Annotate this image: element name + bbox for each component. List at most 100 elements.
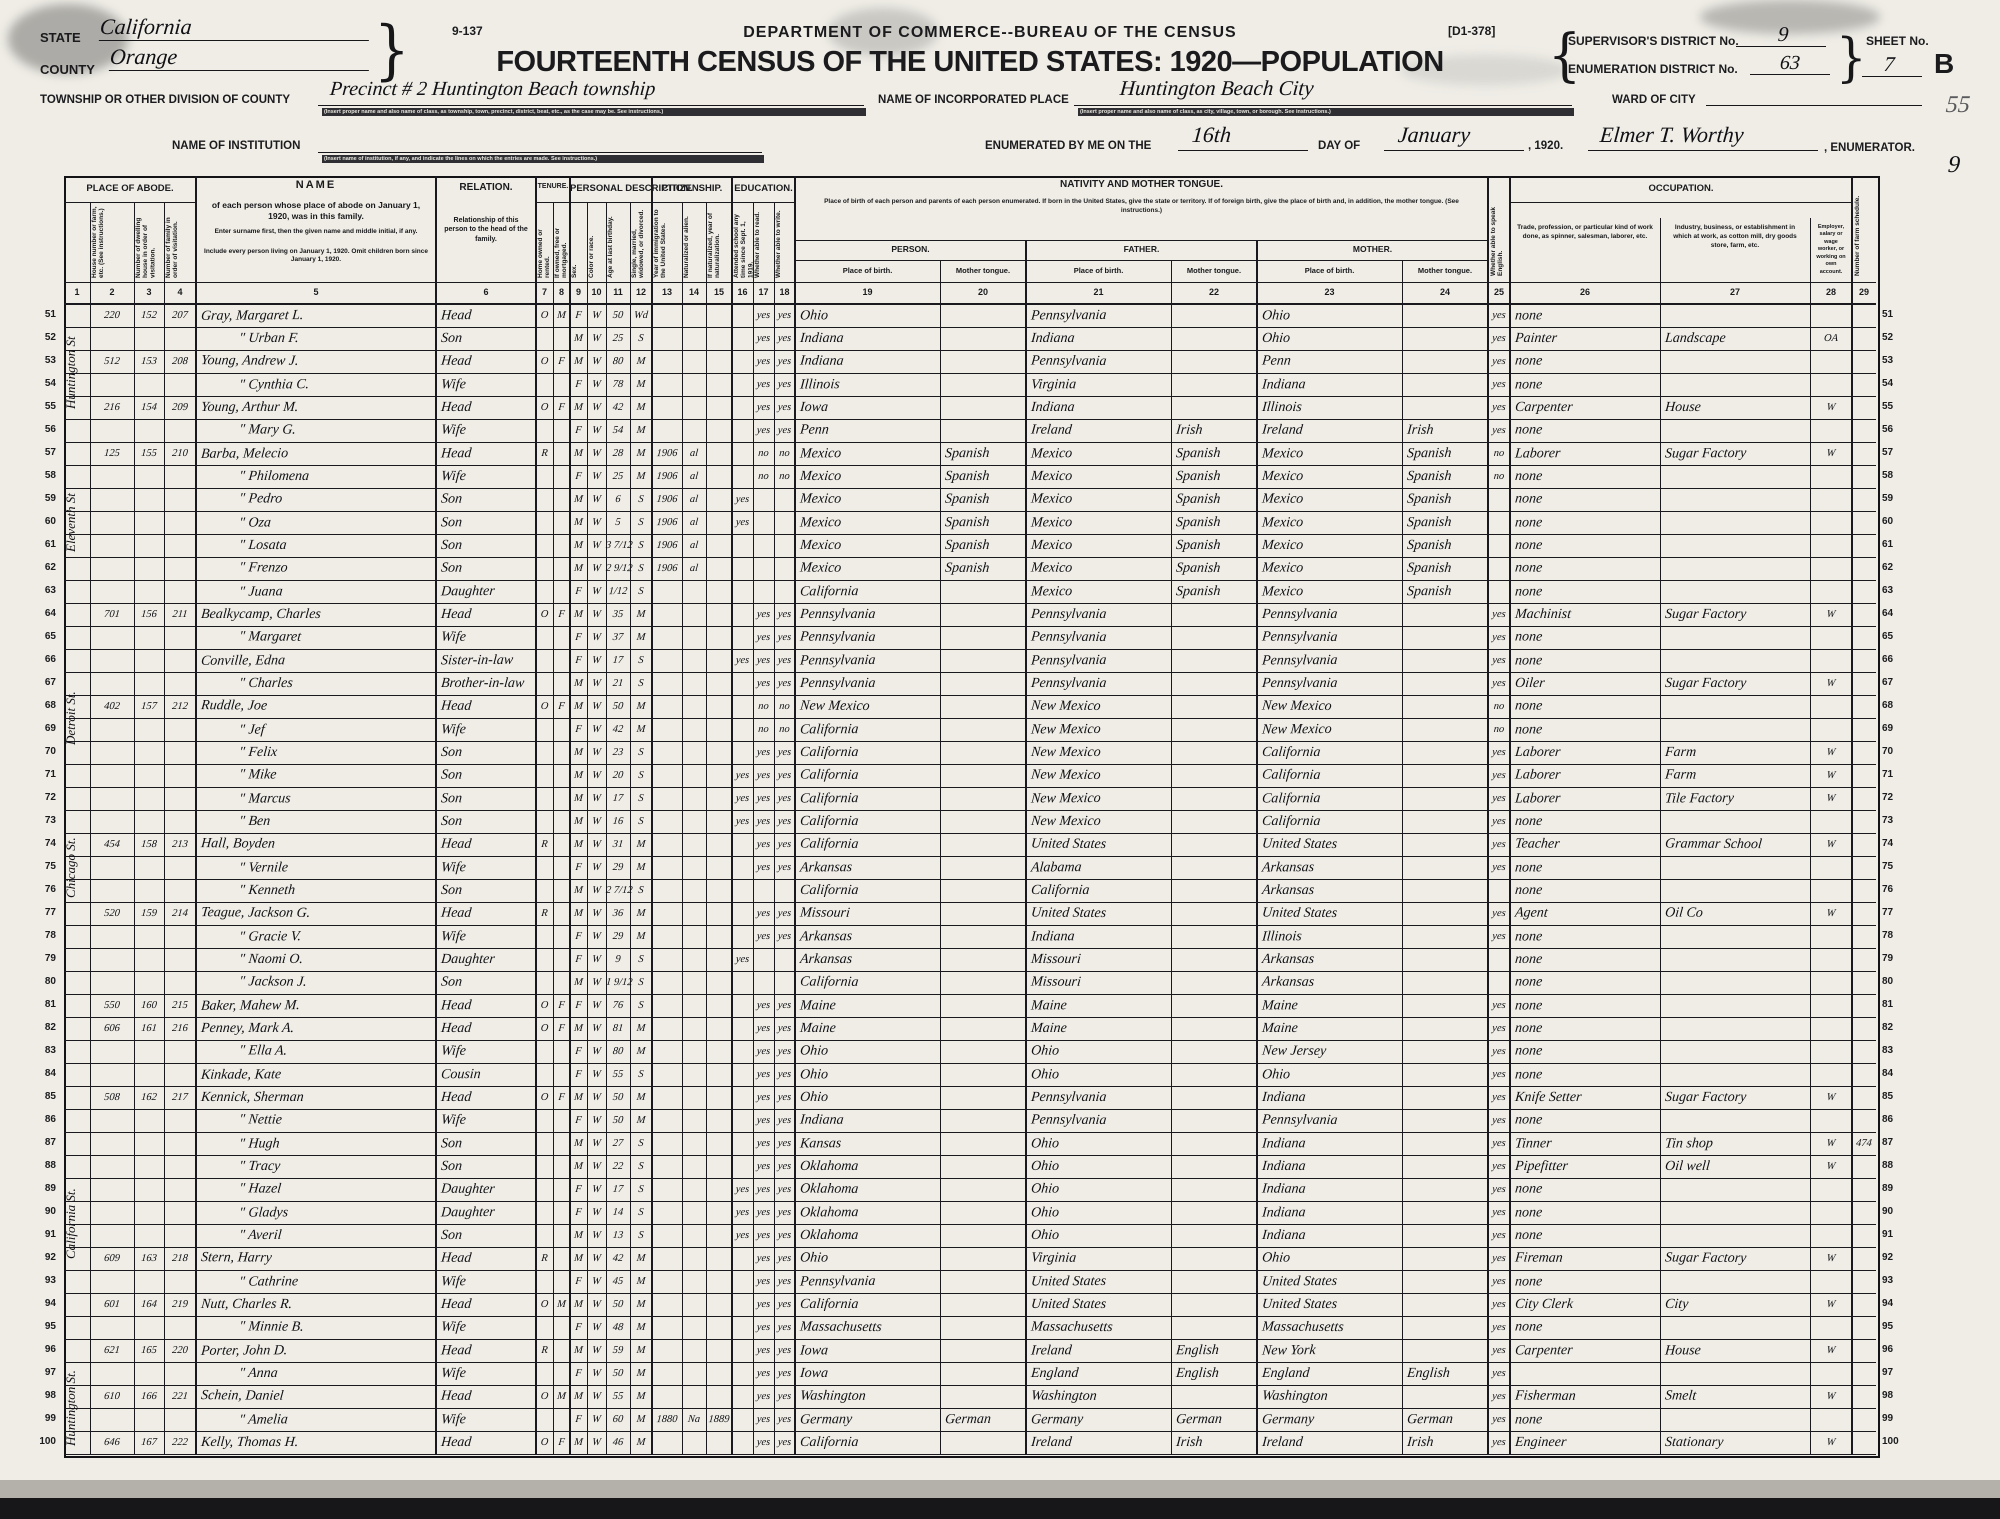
cell-house: 621 [103, 1344, 121, 1357]
cell-mar: S [637, 333, 645, 344]
line-number-left: 89 [44, 1183, 56, 1194]
line-number-right: 90 [1882, 1206, 1894, 1217]
cell-fpob: Indiana [1030, 400, 1076, 415]
cell-age: 27 [612, 1137, 624, 1150]
cell-trade: none [1514, 1112, 1544, 1128]
line-number-right: 55 [1882, 401, 1894, 412]
cell-read: no [757, 447, 770, 460]
cell-fam: 215 [171, 999, 189, 1012]
column-desc-dwell: Number of dwelling house in order of vis… [135, 217, 157, 278]
group-title: EDUCATION. [734, 183, 793, 194]
cell-sex: F [574, 1183, 583, 1196]
cell-mar: M [636, 1299, 646, 1310]
line-number-left: 78 [44, 930, 56, 941]
cell-write: yes [777, 309, 792, 322]
cell-eng: yes [1491, 333, 1507, 344]
cell-rel: Son [440, 1136, 463, 1152]
column-number: 21 [1093, 287, 1104, 297]
column-desc-sch: Attended school any time since Sept. 1, … [733, 214, 755, 278]
cell-fpob: New Mexico [1030, 791, 1102, 807]
cell-imm: 1880 [656, 1413, 678, 1426]
institution-underline [318, 152, 762, 153]
cell-sex: M [573, 769, 584, 782]
cell-emp: W [1826, 609, 1836, 620]
supervisors-district-label: SUPERVISOR'S DISTRICT No. [1568, 34, 1739, 48]
cell-age: 81 [612, 1023, 624, 1034]
cell-name: " Naomi O. [238, 952, 304, 967]
cell-pob: California [799, 584, 859, 600]
cell-read: yes [756, 309, 771, 322]
cell-eng: yes [1491, 1230, 1507, 1241]
street-label: Huntington St [63, 336, 78, 410]
subgroup-title: MOTHER. [1352, 244, 1393, 254]
line-number-left: 62 [44, 562, 56, 573]
cell-mar: M [636, 1390, 646, 1403]
line-number-left: 68 [44, 700, 56, 711]
cell-read: yes [756, 1390, 771, 1403]
cell-pob: Pennsylvania [799, 629, 877, 646]
cell-tng: German [944, 1411, 992, 1428]
cell-trade: none [1514, 469, 1543, 484]
cell-dwell: 162 [140, 1092, 158, 1103]
cell-write: yes [777, 424, 792, 437]
cell-race: W [591, 378, 602, 391]
cell-trade: Laborer [1514, 767, 1562, 783]
cell-eng: yes [1491, 999, 1507, 1012]
cell-emp: W [1826, 769, 1836, 782]
line-number-right: 64 [1882, 608, 1894, 619]
cell-emp: W [1826, 1299, 1836, 1310]
line-number-right: 89 [1882, 1183, 1894, 1194]
cell-house: 220 [103, 309, 121, 322]
cell-sex: F [574, 1206, 583, 1219]
cell-imm: 1906 [656, 471, 678, 482]
cell-fam: 212 [171, 700, 189, 713]
cell-mpob: California [1261, 745, 1322, 760]
form-number: 9-137 [452, 24, 483, 38]
cell-read: yes [756, 1206, 771, 1219]
cell-mar: S [637, 516, 645, 529]
cell-write: yes [777, 1344, 792, 1357]
group-title: PERSONAL DESCRIPTION. [570, 183, 693, 194]
cell-fpob: Ireland [1030, 422, 1073, 438]
cell-sex: F [574, 1114, 583, 1127]
cell-mar: M [636, 930, 646, 943]
table-line [652, 201, 732, 203]
line-number-right: 61 [1882, 539, 1894, 550]
cell-eng: yes [1491, 1252, 1507, 1265]
cell-pob: Mexico [799, 515, 842, 531]
cell-mpob: Ohio [1261, 331, 1291, 346]
cell-mpob: Indiana [1261, 1205, 1307, 1221]
cell-sex: M [573, 1230, 584, 1241]
cell-trade: none [1514, 974, 1544, 990]
table-line [195, 176, 197, 1454]
cell-trade: none [1514, 1274, 1543, 1290]
cell-mortg: M [556, 1390, 567, 1403]
cell-mar: S [637, 1206, 645, 1219]
cell-write: yes [777, 999, 792, 1012]
cell-pob: Indiana [799, 1112, 845, 1128]
cell-age: 29 [612, 861, 624, 874]
cell-ftng: Spanish [1175, 560, 1222, 577]
cell-write: yes [777, 678, 792, 689]
district-brace-right: } [1836, 27, 1867, 89]
cell-age: 37 [612, 631, 624, 644]
cell-fpob: Maine [1030, 998, 1068, 1014]
cell-write: yes [777, 1023, 792, 1034]
cell-age: 42 [612, 723, 624, 736]
column-number: 25 [1493, 287, 1504, 297]
cell-name: " Ella A. [238, 1043, 288, 1059]
cell-name: " Hazel [238, 1181, 282, 1197]
cell-age: 78 [612, 378, 624, 391]
cell-fpob: United States [1030, 905, 1107, 922]
cell-race: W [591, 1437, 602, 1448]
line-number-left: 57 [44, 447, 56, 458]
cell-mtng: Spanish [1406, 538, 1453, 553]
cell-name: " Jackson J. [238, 974, 308, 990]
cell-ftng: Irish [1175, 1435, 1204, 1450]
line-number-right: 97 [1882, 1367, 1894, 1378]
cell-read: yes [756, 1114, 771, 1127]
table-line [64, 648, 1876, 650]
cell-age: 31 [612, 838, 624, 851]
cell-mar: S [637, 562, 645, 575]
column-number: 2 [109, 287, 115, 297]
